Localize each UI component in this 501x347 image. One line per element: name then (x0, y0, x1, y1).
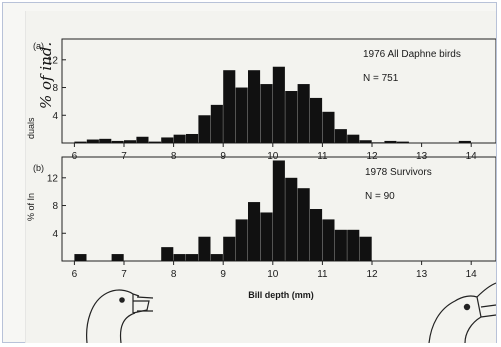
panel-b-bar (260, 212, 273, 261)
scanned-figure: (a) 1976 All Daphne birds N = 751 4 8 12 6… (25, 11, 496, 343)
histogram-figure: (a) 1976 All Daphne birds N = 751 4 8 12 6… (25, 11, 496, 343)
panel-a-bar (99, 138, 112, 143)
x-axis-label: Bill depth (mm) (248, 290, 314, 300)
panel-a-bar (297, 84, 310, 143)
panel-b: (b) 1978 Survivors N = 90 4 8 12 6 7 8 9 10 11 1… (33, 156, 496, 280)
panel-a-bar (248, 70, 261, 143)
panel-a-title: 1976 All Daphne birds (363, 49, 461, 60)
bird-head-small-bill-icon (86, 289, 154, 343)
panel-b-bar (223, 236, 236, 261)
panel-b-bar (186, 254, 199, 261)
panel-b-x-tick-label: 9 (220, 269, 226, 280)
panel-a-bar (223, 70, 236, 143)
panel-a-bar (285, 91, 298, 143)
panel-b-bar (310, 209, 323, 261)
panel-a-bar (124, 140, 137, 143)
panel-a-bar (210, 104, 223, 143)
panel-b-bar (173, 254, 186, 261)
panel-a: (a) 1976 All Daphne birds N = 751 4 8 12 6… (33, 38, 496, 162)
panel-b-x-tick-label: 12 (366, 269, 378, 280)
panel-a-bar (161, 137, 174, 143)
panel-a-bar (396, 141, 409, 143)
handwritten-note: % of ind. (37, 42, 55, 109)
panel-b-x-tick-label: 10 (267, 269, 279, 280)
screenshot-frame: (a) 1976 All Daphne birds N = 751 4 8 12 6… (2, 2, 497, 343)
panel-a-bar (372, 142, 385, 143)
panel-b-x-tick-label: 11 (317, 269, 328, 280)
panel-a-bar (198, 115, 211, 143)
panel-b-bar (359, 236, 372, 261)
panel-b-x-ticks: 6 7 8 9 10 11 12 13 14 (72, 261, 478, 280)
panel-b-x-tick-label: 6 (72, 269, 78, 280)
panel-a-y-ticks: 4 8 12 (47, 55, 66, 122)
panel-b-bar (248, 202, 261, 261)
panel-a-bar (86, 139, 99, 143)
panel-a-bar (111, 140, 124, 143)
panel-a-label: (a) (33, 41, 44, 51)
panel-b-y-tick-label: 12 (47, 173, 59, 184)
panel-a-bar (260, 84, 273, 143)
bird-head-large-bill-icon (428, 282, 496, 343)
panel-a-bar (347, 134, 360, 143)
panel-a-bar (384, 140, 397, 143)
panel-a-bar (272, 66, 285, 143)
panel-b-bar (334, 229, 347, 261)
panel-b-x-tick-label: 13 (416, 269, 428, 280)
panel-a-x-ticks: 6 7 8 9 10 11 12 13 14 (72, 143, 477, 162)
panel-b-label: (b) (33, 163, 44, 173)
y-axis-label: % of In (26, 193, 36, 221)
panel-b-bars (74, 160, 372, 261)
panel-b-title: 1978 Survivors (365, 167, 432, 178)
panel-b-y-ticks: 4 8 12 (47, 173, 66, 240)
panel-a-bar (148, 141, 161, 143)
panel-b-bar (210, 254, 223, 261)
panel-b-y-tick-label: 8 (52, 201, 58, 212)
panel-a-y-tick-label: 8 (52, 83, 58, 94)
panel-a-bar (186, 133, 199, 143)
panel-a-bar (173, 134, 186, 143)
panel-b-bar (74, 254, 87, 261)
y-axis-label-partial: duals (26, 117, 36, 139)
panel-b-bar (347, 229, 360, 261)
panel-b-bar (297, 188, 310, 261)
panel-a-bar (359, 140, 372, 143)
panel-b-x-tick-label: 8 (171, 269, 177, 280)
panel-b-bar (161, 247, 174, 261)
panel-b-y-tick-label: 4 (52, 229, 58, 240)
panel-a-bars (74, 66, 471, 143)
panel-b-x-tick-label: 7 (121, 269, 127, 280)
panel-a-bar (310, 97, 323, 143)
panel-a-bar (74, 141, 87, 143)
panel-a-bar (235, 87, 248, 143)
panel-b-bar (198, 236, 211, 261)
panel-b-bar (285, 177, 298, 261)
panel-a-annotation: N = 751 (363, 73, 399, 84)
panel-b-bar (322, 219, 335, 261)
panel-a-bar (136, 136, 149, 143)
panel-a-bar (458, 140, 471, 143)
panel-b-annotation: N = 90 (365, 191, 395, 202)
panel-a-bar (334, 129, 347, 143)
panel-a-y-tick-label: 12 (47, 55, 59, 66)
panel-b-bar (111, 254, 124, 261)
panel-b-x-tick-label: 14 (466, 269, 478, 280)
panel-b-bar (272, 160, 285, 261)
panel-b-bar (235, 219, 248, 261)
panel-a-bar (322, 111, 335, 143)
panel-a-y-tick-label: 4 (52, 111, 58, 122)
